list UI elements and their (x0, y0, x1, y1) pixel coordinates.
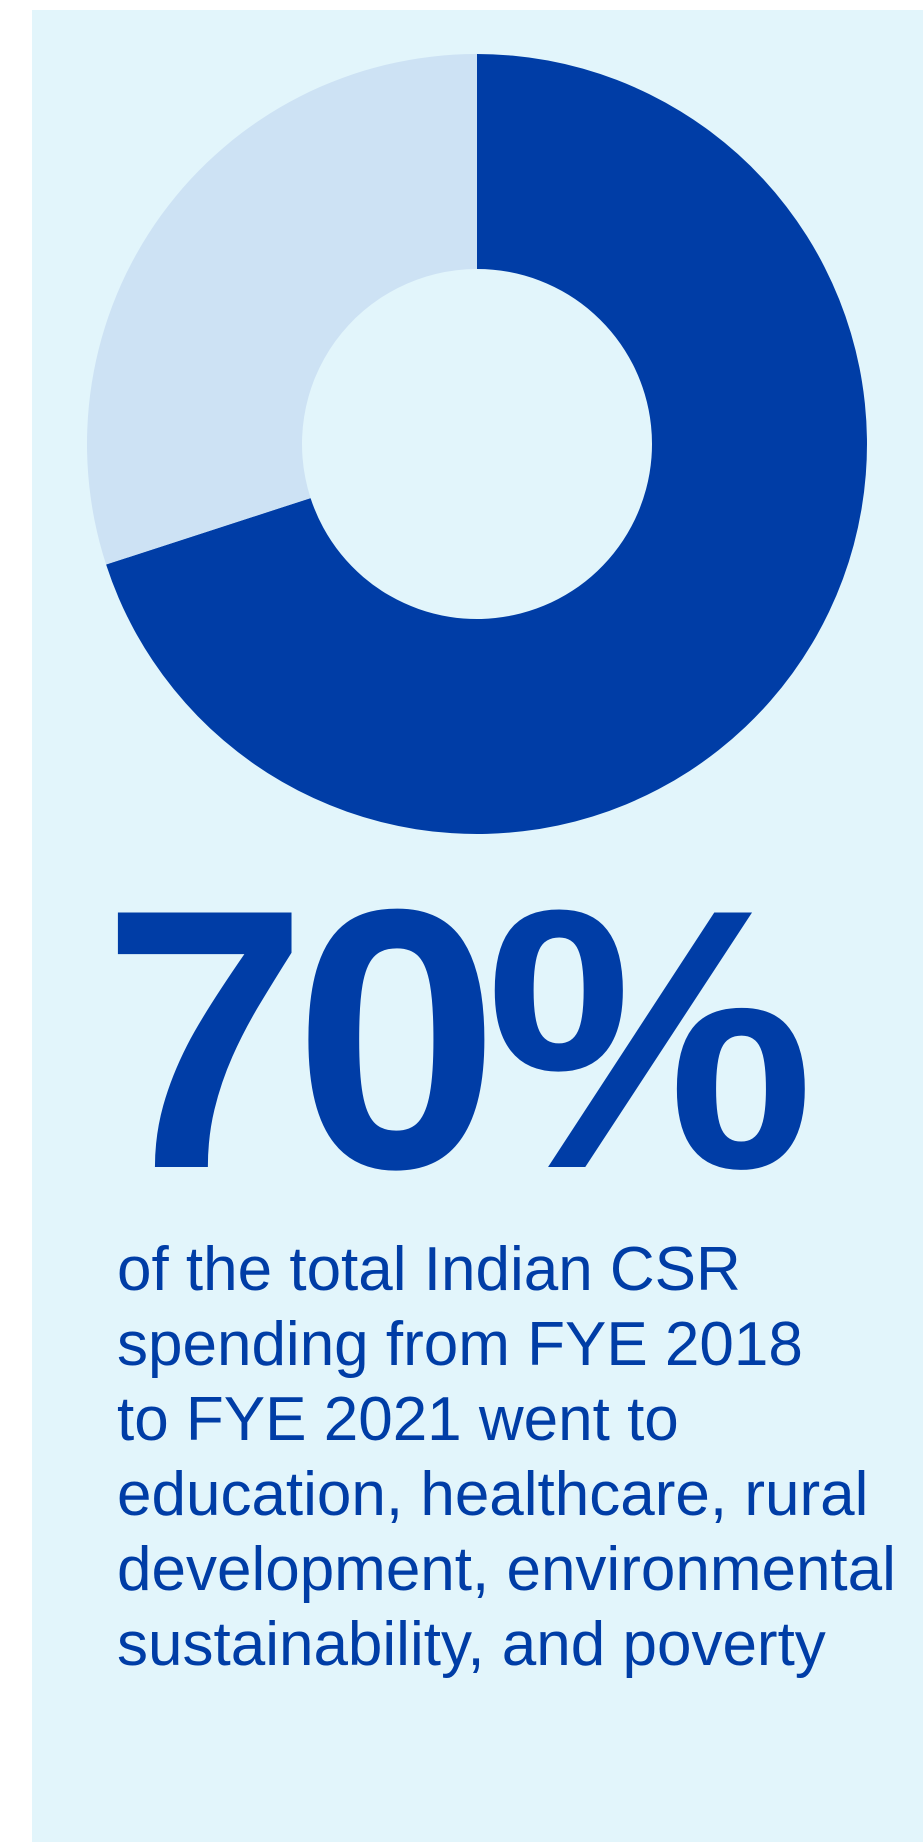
donut-slice-2 (86, 54, 477, 565)
donut-chart (86, 54, 868, 835)
donut-slice-1 (106, 54, 868, 835)
caption-text: of the total Indian CSR spending from FY… (117, 1232, 923, 1682)
caption-line-3: to FYE 2021 went to (117, 1385, 679, 1454)
caption-line-4: education, healthcare, rural (117, 1460, 869, 1529)
caption-line-2: spending from FYE 2018 (117, 1310, 803, 1379)
caption-line-6: sustainability, and poverty (117, 1610, 826, 1679)
caption-line-1: of the total Indian CSR (117, 1235, 741, 1304)
caption-line-5: development, environmental (117, 1535, 896, 1604)
infographic-card: 70% of the total Indian CSR spending fro… (32, 10, 923, 1842)
headline-percentage: 70% (102, 833, 815, 1246)
